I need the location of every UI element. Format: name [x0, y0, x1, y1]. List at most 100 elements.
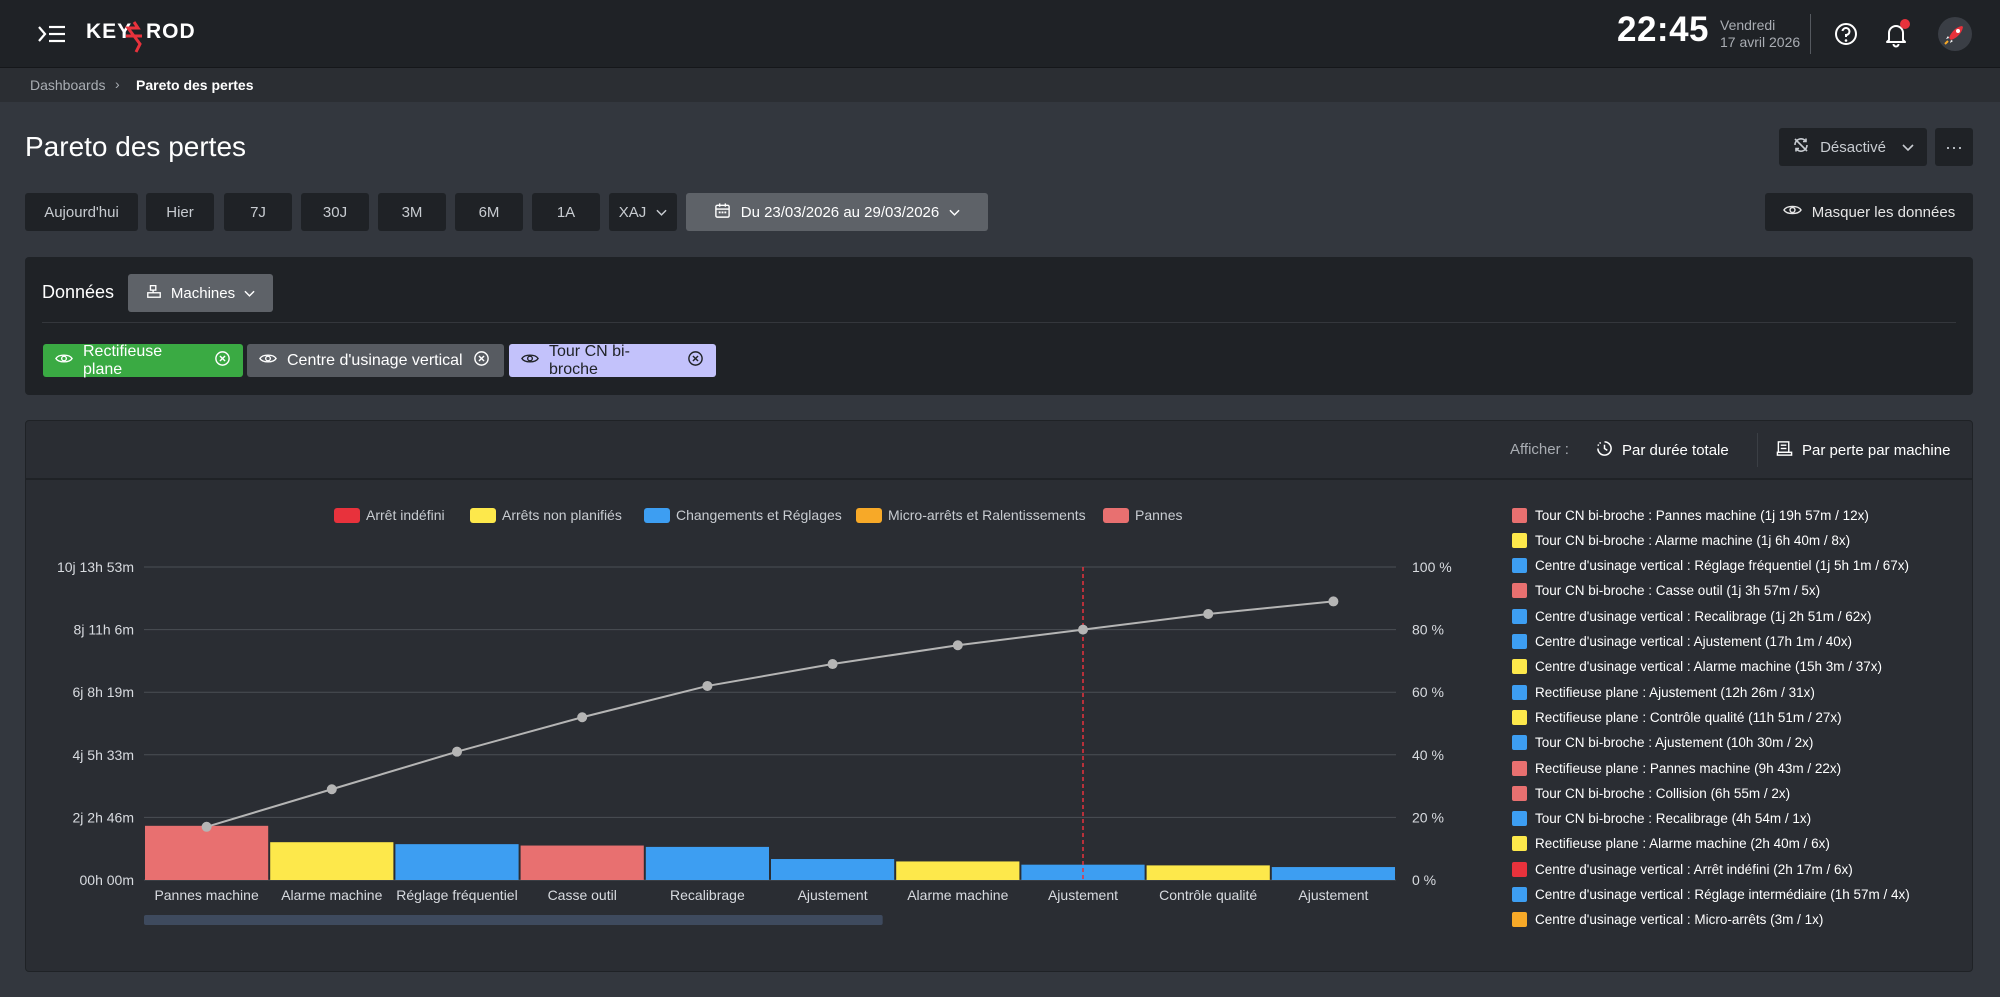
cumulative-point: [1203, 608, 1214, 619]
period-xaj-label: XAJ: [618, 203, 647, 221]
side-legend-item[interactable]: Rectifieuse plane : Alarme machine (2h 4…: [1512, 835, 1830, 853]
y-axis-tick-label: 00h 00m: [80, 872, 134, 888]
display-by-machine-loss-button[interactable]: Par perte par machine: [1776, 438, 1950, 462]
side-legend-label: Centre d'usinage vertical : Micro-arrêts…: [1535, 912, 1824, 928]
period-button-yesterday[interactable]: Hier: [146, 193, 214, 231]
data-source-dropdown[interactable]: Machines: [128, 274, 273, 312]
side-legend-item[interactable]: Rectifieuse plane : Pannes machine (9h 4…: [1512, 759, 1841, 777]
side-legend-item[interactable]: Rectifieuse plane : Ajustement (12h 26m …: [1512, 683, 1815, 701]
auto-refresh-dropdown[interactable]: Désactivé: [1779, 128, 1927, 166]
side-legend-label: Centre d'usinage vertical : Arrêt indéfi…: [1535, 861, 1853, 877]
side-legend-label: Tour CN bi-broche : Pannes machine (1j 1…: [1535, 507, 1869, 523]
side-legend-item[interactable]: Centre d'usinage vertical : Alarme machi…: [1512, 658, 1882, 676]
remove-circle-icon[interactable]: [687, 350, 704, 372]
legend-swatch: [1512, 709, 1527, 725]
side-legend-label: Tour CN bi-broche : Casse outil (1j 3h 5…: [1535, 583, 1821, 599]
legend-swatch: [1512, 507, 1527, 523]
cumulative-point: [326, 784, 337, 795]
date-range-picker[interactable]: Du 23/03/2026 au 29/03/2026: [686, 193, 988, 231]
period-button-30d[interactable]: 30J: [301, 193, 369, 231]
svg-text:ROD: ROD: [146, 20, 196, 43]
side-legend-item[interactable]: Centre d'usinage vertical : Ajustement (…: [1512, 633, 1852, 651]
x-axis-tick-label: Ajustement: [1298, 887, 1368, 903]
auto-refresh-label: Désactivé: [1820, 138, 1886, 156]
cumulative-point: [702, 680, 713, 691]
cumulative-point: [827, 659, 838, 670]
period-button-6m[interactable]: 6M: [455, 193, 523, 231]
side-legend-item[interactable]: Tour CN bi-broche : Collision (6h 55m / …: [1512, 784, 1790, 802]
breadcrumb-dashboards[interactable]: Dashboards: [30, 77, 106, 93]
machine-chip[interactable]: Tour CN bi-broche: [509, 342, 716, 378]
bar: [645, 846, 769, 880]
side-legend-item[interactable]: Tour CN bi-broche : Recalibrage (4h 54m …: [1512, 810, 1811, 828]
help-icon[interactable]: [1832, 20, 1860, 48]
hide-data-button[interactable]: Masquer les données: [1765, 193, 1973, 231]
side-legend-item[interactable]: Tour CN bi-broche : Casse outil (1j 3h 5…: [1512, 582, 1820, 600]
remove-circle-icon[interactable]: [214, 350, 231, 372]
side-legend-item[interactable]: Centre d'usinage vertical : Réglage inte…: [1512, 886, 1910, 904]
eye-icon[interactable]: [521, 352, 539, 370]
bar: [1146, 865, 1270, 880]
page-title: Pareto des pertes: [25, 131, 247, 162]
menu-toggle-icon[interactable]: [36, 22, 68, 46]
period-button-1y[interactable]: 1A: [532, 193, 600, 231]
y-axis-tick-label: 10j 13h 53m: [57, 559, 134, 575]
bar: [520, 845, 644, 880]
bar: [1271, 867, 1395, 880]
hide-data-label: Masquer les données: [1811, 203, 1956, 221]
calendar-icon: [714, 202, 731, 223]
bar: [771, 859, 895, 880]
chart-scrollbar: [144, 915, 883, 925]
x-axis-tick-label: Ajustement: [798, 887, 868, 903]
bar: [395, 844, 519, 880]
panel-divider: [42, 322, 1956, 323]
side-legend-item[interactable]: Rectifieuse plane : Contrôle qualité (11…: [1512, 708, 1842, 726]
legend-swatch: [1512, 532, 1527, 548]
side-legend-item[interactable]: Centre d'usinage vertical : Arrêt indéfi…: [1512, 860, 1853, 878]
data-label: Données: [42, 282, 115, 302]
legend-swatch: [1512, 760, 1527, 776]
legend-label: Pannes: [1135, 507, 1182, 523]
cumulative-point: [452, 746, 462, 757]
legend-swatch: [1512, 608, 1527, 624]
side-legend-label: Centre d'usinage vertical : Réglage fréq…: [1535, 558, 1910, 574]
side-legend-item[interactable]: Centre d'usinage vertical : Réglage fréq…: [1512, 557, 1909, 575]
side-legend-item[interactable]: Tour CN bi-broche : Ajustement (10h 30m …: [1512, 734, 1813, 752]
x-axis-tick-label: Recalibrage: [670, 887, 745, 903]
y-axis-tick-label: 4j 5h 33m: [73, 747, 134, 763]
clock: 22:45: [1617, 10, 1710, 49]
period-button-3m[interactable]: 3M: [378, 193, 446, 231]
machine-chip-label: Rectifieuse plane: [83, 342, 163, 378]
side-legend-item[interactable]: Tour CN bi-broche : Pannes machine (1j 1…: [1512, 506, 1869, 524]
user-avatar-rocket-icon[interactable]: [1938, 17, 1972, 51]
data-source-label: Machines: [170, 284, 236, 302]
side-legend-item[interactable]: Tour CN bi-broche : Alarme machine (1j 6…: [1512, 531, 1850, 549]
keyprod-logo[interactable]: KEY ROD: [84, 14, 224, 54]
x-axis-tick-label: Ajustement: [1048, 887, 1118, 903]
bar: [1021, 864, 1145, 880]
remove-circle-icon[interactable]: [473, 350, 490, 372]
breadcrumb-current: Pareto des pertes: [136, 77, 254, 93]
period-button-today[interactable]: Aujourd'hui: [25, 193, 138, 231]
period-button-7d[interactable]: 7J: [224, 193, 292, 231]
side-legend-label: Centre d'usinage vertical : Ajustement (…: [1535, 634, 1852, 649]
machine-chip[interactable]: Centre d'usinage vertical: [247, 344, 504, 377]
side-legend-item[interactable]: Centre d'usinage vertical : Micro-arrêts…: [1512, 911, 1823, 929]
date-range-label: Du 23/03/2026 au 29/03/2026: [740, 203, 940, 221]
machine-chip[interactable]: Rectifieuse plane: [43, 342, 243, 378]
toolbar-divider: [1757, 433, 1758, 467]
chevron-down-icon: [949, 204, 960, 221]
period-button-xaj[interactable]: XAJ: [609, 193, 677, 231]
eye-icon[interactable]: [55, 352, 73, 370]
machine-chip-label: Tour CN bi-broche: [549, 342, 630, 378]
data-filter-panel: Données Machines Rectifieuse plane Centr…: [25, 257, 1973, 395]
legend-swatch: [1512, 861, 1527, 877]
more-options-button[interactable]: ···: [1935, 128, 1973, 166]
side-legend-item[interactable]: Centre d'usinage vertical : Recalibrage …: [1512, 607, 1872, 625]
side-legend-label: Rectifieuse plane : Pannes machine (9h 4…: [1535, 760, 1842, 776]
display-by-duration-button[interactable]: Par durée totale: [1596, 438, 1729, 462]
eye-icon[interactable]: [259, 352, 277, 370]
notification-bell-icon[interactable]: [1882, 20, 1910, 48]
bar: [270, 842, 394, 880]
current-day: Vendredi: [1720, 17, 1776, 33]
